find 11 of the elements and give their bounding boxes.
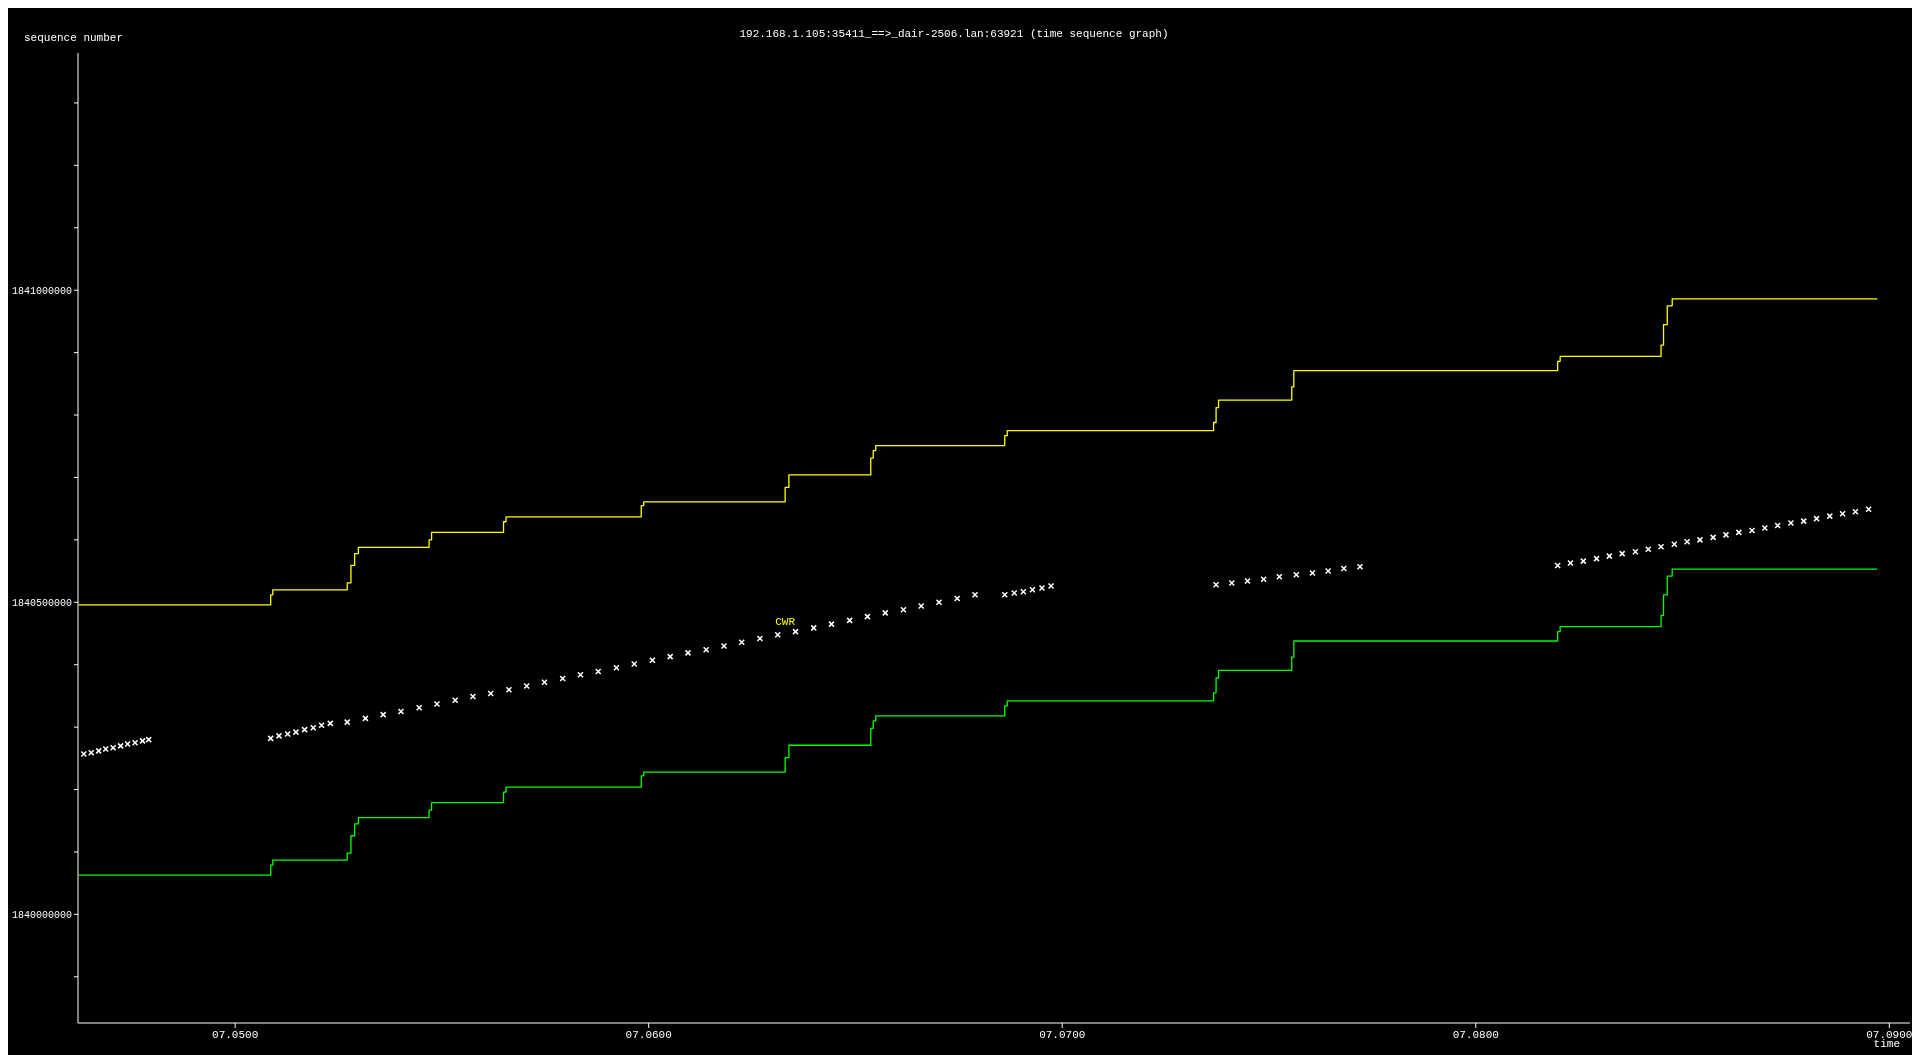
chart-title: 192.168.1.105:35411_==>_dair-2506.lan:63921 (time sequence graph) [739, 28, 1169, 40]
y-axis-title: sequence number [24, 32, 124, 44]
x-tick-label: 07.0800 [1452, 1028, 1499, 1041]
y-tick-label: 1840500000 [11, 597, 72, 609]
y-tick-label: 1841000000 [11, 285, 72, 297]
x-tick-label: 07.0500 [212, 1028, 259, 1041]
x-axis-title: time [1873, 1038, 1900, 1050]
x-tick-label: 07.0700 [1039, 1028, 1086, 1041]
annotation: CWR [775, 615, 796, 628]
x-tick-label: 07.0600 [625, 1028, 672, 1041]
y-tick-label: 1840000000 [11, 909, 72, 921]
